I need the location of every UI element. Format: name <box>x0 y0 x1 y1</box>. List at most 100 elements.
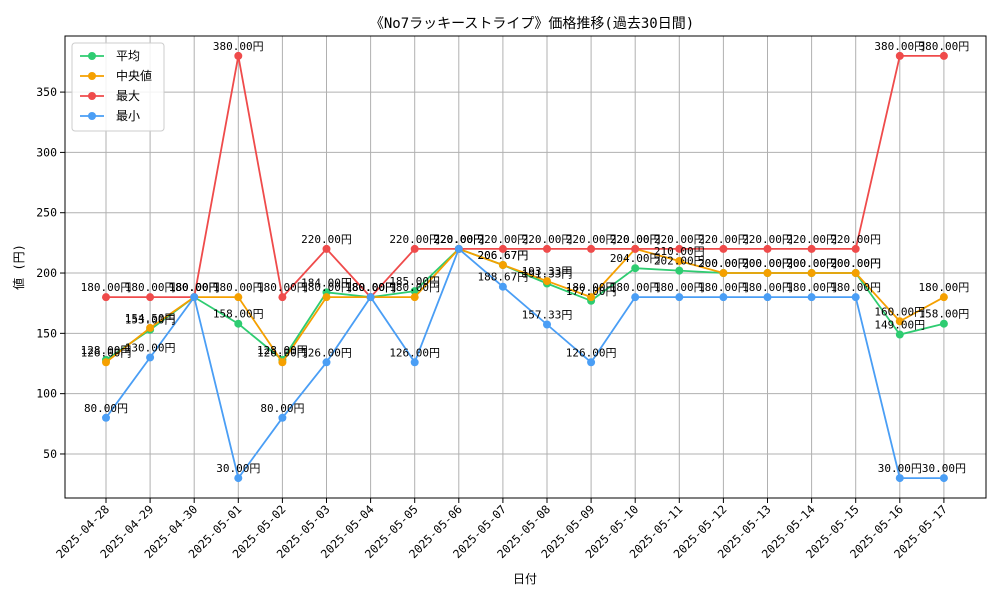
data-point <box>763 244 772 253</box>
data-point <box>322 293 331 302</box>
legend-marker <box>88 72 96 80</box>
data-label: 180.00円 <box>169 281 220 294</box>
data-label: 158.00円 <box>213 308 264 321</box>
y-tick-label: 250 <box>36 206 57 220</box>
legend-label: 最小 <box>116 109 140 123</box>
data-point <box>763 269 772 278</box>
data-point <box>939 293 948 302</box>
data-label: 30.00円 <box>922 462 966 475</box>
legend-label: 平均 <box>116 49 140 63</box>
y-tick-label: 300 <box>36 145 57 159</box>
data-label: 180.00円 <box>169 281 220 294</box>
data-label: 188.67円 <box>478 271 529 284</box>
data-point <box>851 293 860 302</box>
data-point <box>675 256 684 265</box>
data-point <box>631 293 640 302</box>
data-label: 220.00円 <box>698 233 749 246</box>
data-point <box>895 474 904 483</box>
data-label: 200.00円 <box>698 257 749 270</box>
data-point <box>234 474 243 483</box>
data-point <box>146 353 155 362</box>
data-point <box>410 287 419 296</box>
data-label: 380.00円 <box>919 40 970 53</box>
data-label: 206.67円 <box>478 249 529 262</box>
data-label: 180.00円 <box>389 281 440 294</box>
data-label: 180.00円 <box>654 281 705 294</box>
data-label: 126.00円 <box>257 346 308 359</box>
data-label: 200.00円 <box>698 257 749 270</box>
data-label: 180.00円 <box>301 281 352 294</box>
data-label: 180.00円 <box>345 281 396 294</box>
data-point <box>498 282 507 291</box>
data-label: 220.00円 <box>610 233 661 246</box>
y-tick-label: 200 <box>36 266 57 280</box>
data-label: 220.00円 <box>742 233 793 246</box>
data-label: 220.00円 <box>830 233 881 246</box>
data-point <box>102 413 110 422</box>
data-label: 220.00円 <box>433 233 484 246</box>
data-label: 380.00円 <box>874 40 925 53</box>
data-label: 220.00円 <box>433 233 484 246</box>
data-label: 210.00円 <box>654 245 705 258</box>
data-point <box>322 358 331 367</box>
data-label: 154.50円 <box>125 312 176 325</box>
data-label: 200.00円 <box>742 257 793 270</box>
data-point <box>675 293 684 302</box>
legend-label: 中央値 <box>116 68 152 83</box>
data-point <box>146 323 155 332</box>
data-label: 220.00円 <box>478 233 529 246</box>
data-point <box>719 293 728 302</box>
data-label: 220.00円 <box>654 233 705 246</box>
data-label: 180.00円 <box>125 281 176 294</box>
data-point <box>895 317 904 326</box>
data-point <box>498 244 507 253</box>
data-label: 149.00円 <box>874 319 925 332</box>
data-label: 200.00円 <box>830 257 881 270</box>
data-point <box>631 264 640 273</box>
data-label: 160.00円 <box>874 305 925 318</box>
data-point <box>719 244 728 253</box>
data-label: 200.00円 <box>786 257 837 270</box>
data-label: 180.00円 <box>257 281 308 294</box>
data-point <box>543 244 551 253</box>
data-point <box>675 266 684 275</box>
data-point <box>234 293 243 302</box>
data-label: 30.00円 <box>216 462 260 475</box>
data-point <box>146 293 155 302</box>
data-point <box>234 319 243 328</box>
data-label: 180.00円 <box>742 281 793 294</box>
data-point <box>895 330 904 339</box>
data-label: 200.00円 <box>830 257 881 270</box>
data-point <box>322 244 331 253</box>
data-label: 204.00円 <box>610 252 661 265</box>
data-label: 200.00円 <box>786 257 837 270</box>
legend-box <box>71 42 165 132</box>
data-point <box>807 269 816 278</box>
data-label: 30.00円 <box>878 462 922 475</box>
y-axis-label: 値 (円) <box>11 244 26 290</box>
legend-marker <box>88 52 96 60</box>
data-label: 180.00円 <box>345 281 396 294</box>
data-point <box>278 413 287 422</box>
data-label: 180.00円 <box>698 281 749 294</box>
data-point <box>543 320 551 329</box>
data-label: 191.33円 <box>522 267 573 280</box>
data-label: 177.00円 <box>566 285 617 298</box>
data-point <box>719 269 728 278</box>
data-point <box>278 293 287 302</box>
data-point <box>234 51 243 60</box>
data-point <box>851 244 860 253</box>
data-point <box>366 293 375 302</box>
data-label: 220.00円 <box>433 233 484 246</box>
series-line-1 <box>105 247 945 364</box>
series-layer <box>102 51 948 483</box>
data-label: 180.00円 <box>566 281 617 294</box>
legend-marker <box>88 112 96 120</box>
data-point <box>851 269 860 278</box>
data-label: 180.00円 <box>610 281 661 294</box>
data-label: 80.00円 <box>84 402 128 415</box>
data-label: 220.00円 <box>610 233 661 246</box>
data-label: 180.00円 <box>213 281 264 294</box>
data-label: 130.00円 <box>125 341 176 354</box>
